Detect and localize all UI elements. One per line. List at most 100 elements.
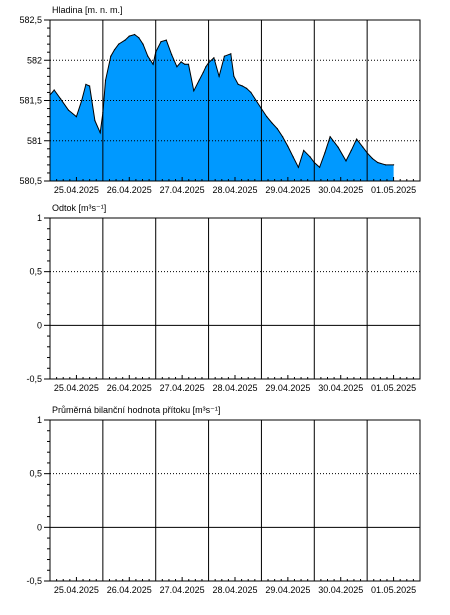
x-tick-label-5: 30.04.2025 [318, 383, 363, 393]
data-point-37 [223, 55, 225, 57]
chart-title: Odtok [m³s⁻¹] [52, 203, 106, 213]
data-point-18 [138, 37, 140, 39]
data-point-67 [385, 164, 387, 166]
y-tick-label-2: 581,5 [19, 96, 42, 106]
data-point-49 [282, 136, 284, 138]
data-point-41 [241, 85, 243, 87]
x-tick-label-5: 30.04.2025 [318, 585, 363, 595]
x-tick-label-6: 01.05.2025 [371, 185, 416, 195]
y-tick-label-3: 1 [37, 415, 42, 425]
plot-frame [49, 217, 421, 380]
x-tick-label-3: 28.04.2025 [212, 185, 257, 195]
data-point-36 [218, 75, 220, 77]
data-point-8 [94, 120, 96, 122]
data-point-39 [233, 75, 235, 77]
y-tick-label-1: 581 [27, 136, 42, 146]
data-point-42 [246, 87, 248, 89]
data-point-15 [124, 39, 126, 41]
x-tick-label-0: 25.04.2025 [54, 185, 99, 195]
data-point-38 [230, 53, 232, 55]
data-point-57 [324, 152, 326, 154]
data-point-56 [319, 166, 321, 168]
x-tick-label-2: 27.04.2025 [160, 585, 205, 595]
x-tick-label-5: 30.04.2025 [318, 185, 363, 195]
chart-panel-2: -0,5 0 0,5 1 25.04.2025 26.04.2025 27.04.2025 2… [26, 203, 421, 393]
data-point-65 [371, 157, 373, 160]
y-tick-label-0: -0,5 [26, 576, 42, 586]
y-tick-label-3: 582 [27, 55, 42, 65]
data-point-40 [237, 83, 239, 85]
data-point-2 [60, 98, 62, 100]
data-point-58 [329, 136, 331, 138]
y-tick-label-4: 582,5 [19, 15, 42, 25]
data-point-16 [128, 35, 130, 37]
y-tick-label-0: 580,5 [19, 176, 42, 186]
data-point-62 [356, 138, 358, 140]
y-tick-label-3: 1 [37, 213, 42, 223]
data-point-54 [309, 156, 311, 158]
data-point-61 [350, 149, 352, 151]
plot-frame [49, 19, 421, 182]
data-point-4 [75, 116, 77, 118]
x-tick-label-2: 27.04.2025 [160, 185, 205, 195]
data-point-66 [377, 161, 379, 164]
data-point-60 [345, 160, 347, 162]
x-tick-label-3: 28.04.2025 [212, 383, 257, 393]
x-tick-label-1: 26.04.2025 [107, 585, 152, 595]
x-tick-label-3: 28.04.2025 [212, 585, 257, 595]
data-point-52 [297, 166, 299, 168]
data-point-48 [276, 128, 278, 130]
data-point-59 [337, 146, 339, 148]
data-point-12 [110, 55, 112, 57]
data-point-1 [53, 89, 55, 91]
data-point-28 [184, 63, 186, 65]
data-point-32 [202, 71, 204, 73]
x-tick-label-0: 25.04.2025 [54, 585, 99, 595]
x-tick-label-6: 01.05.2025 [371, 383, 416, 393]
data-point-19 [142, 43, 144, 45]
chart-panel-1: 580,5 581 581,5 582 582,5 25.04.2025 26.04.202… [19, 5, 421, 195]
chart-panel-3: -0,5 0 0,5 1 25.04.2025 26.04.2025 27.04.2025 2… [26, 405, 421, 595]
data-point-30 [193, 90, 195, 92]
x-tick-label-4: 29.04.2025 [265, 383, 310, 393]
x-tick-label-4: 29.04.2025 [265, 185, 310, 195]
data-point-33 [205, 66, 207, 68]
data-point-35 [213, 57, 215, 59]
data-point-29 [187, 63, 190, 65]
data-point-44 [255, 99, 257, 102]
data-point-27 [180, 61, 182, 63]
y-tick-label-1: 0 [37, 320, 42, 330]
data-point-68 [393, 164, 395, 166]
data-point-26 [176, 66, 178, 68]
data-point-25 [171, 54, 173, 56]
data-point-23 [160, 41, 162, 43]
data-point-6 [85, 83, 87, 85]
data-point-3 [67, 109, 70, 111]
data-point-46 [266, 116, 268, 118]
data-point-17 [134, 33, 136, 36]
x-tick-label-1: 26.04.2025 [107, 185, 152, 195]
data-point-53 [303, 149, 305, 151]
y-tick-label-2: 0,5 [29, 469, 42, 479]
y-tick-label-1: 0 [37, 522, 42, 532]
plot-frame [49, 419, 421, 582]
data-point-11 [104, 79, 107, 81]
data-point-20 [147, 55, 149, 57]
data-point-51 [292, 156, 294, 158]
x-tick-label-0: 25.04.2025 [54, 383, 99, 393]
data-point-31 [198, 79, 200, 81]
x-tick-label-1: 26.04.2025 [107, 383, 152, 393]
data-point-43 [250, 91, 252, 93]
y-tick-label-0: -0,5 [26, 374, 42, 384]
data-point-21 [152, 63, 154, 65]
x-tick-label-6: 01.05.2025 [371, 585, 416, 595]
data-point-63 [362, 146, 364, 148]
y-tick-label-2: 0,5 [29, 267, 42, 277]
x-tick-label-2: 27.04.2025 [160, 383, 205, 393]
data-point-7 [89, 85, 91, 87]
data-point-13 [113, 49, 116, 51]
data-point-50 [287, 145, 289, 147]
data-point-14 [118, 43, 120, 45]
